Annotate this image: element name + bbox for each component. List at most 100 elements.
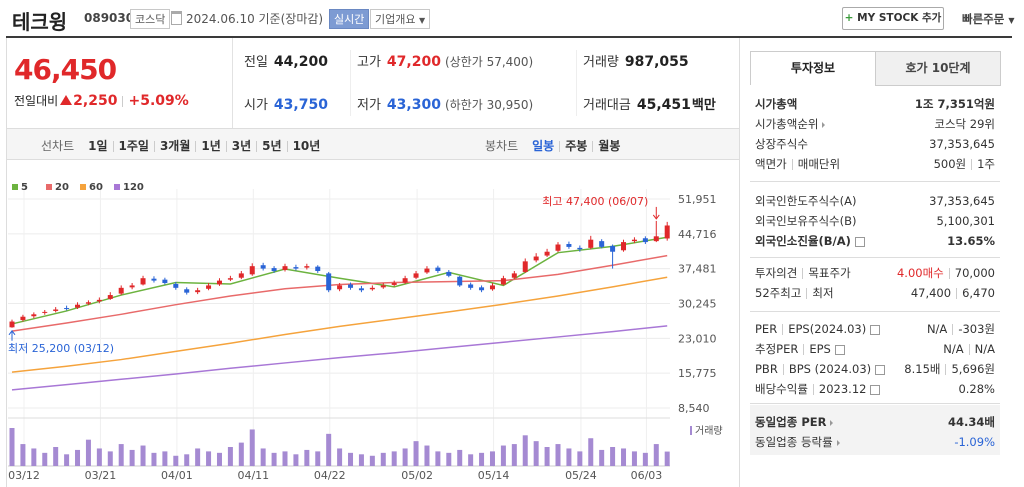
- mystock-button[interactable]: + MY STOCK 추가: [842, 7, 944, 30]
- period-tab[interactable]: 3년: [231, 139, 252, 153]
- info-row: 상장주식수 37,353,645: [755, 134, 995, 154]
- row-value: 5,100,301: [936, 214, 995, 228]
- base-date: 2024.06.10 기준(장마감): [186, 12, 324, 26]
- period-tab[interactable]: 3개월: [159, 139, 191, 153]
- separator: [952, 324, 954, 335]
- candle-body: [184, 289, 190, 293]
- volume-bar: [631, 451, 637, 466]
- stat: 거래대금 45,451백만: [583, 94, 716, 113]
- group-rule: [750, 403, 1000, 404]
- volume-bar: [468, 454, 474, 466]
- row-label: 외국인한도주식수(A): [755, 194, 857, 208]
- volume-bar: [599, 449, 605, 466]
- volume-bar: [64, 454, 70, 466]
- info-row: 외국인한도주식수(A) 37,353,645: [755, 191, 995, 211]
- period-tab[interactable]: 1주일: [118, 139, 149, 153]
- x-tick-label: 06/03: [631, 469, 663, 482]
- stat-value: 45,451: [636, 97, 691, 113]
- volume-bar: [489, 451, 495, 466]
- stock-chart: 8,540 15,775 23,010 30,245 37,481 44,716 51,95…: [8, 182, 723, 482]
- candle-body: [413, 273, 419, 278]
- row-label: PER: [755, 322, 778, 336]
- period-tab[interactable]: 10년: [292, 139, 321, 153]
- separator: [782, 324, 784, 335]
- row-label: 외국인소진율(B/A): [755, 234, 851, 248]
- volume-bar: [511, 444, 517, 466]
- help-icon: [875, 364, 886, 375]
- candle-body: [599, 241, 605, 247]
- stat-value: 43,300: [386, 97, 441, 113]
- volume-bar: [227, 447, 233, 466]
- row-value: 6,470: [962, 286, 995, 300]
- candle-body: [555, 244, 561, 251]
- row-value-group: 500원 1주: [934, 154, 995, 174]
- candle-body: [42, 311, 48, 313]
- tab-orderbook[interactable]: 호가 10단계: [875, 51, 1001, 86]
- candle-body: [391, 283, 397, 285]
- candle-body: [642, 238, 648, 243]
- info-row: PER EPS(2024.03) N/A -303원: [755, 319, 995, 339]
- candle-body: [610, 245, 616, 252]
- candle-body: [457, 276, 463, 286]
- overview-button[interactable]: 기업개요 ▼: [370, 9, 431, 29]
- row-label: 최저: [812, 286, 834, 300]
- row-label: 투자의견: [755, 266, 798, 280]
- legend-label: 120: [123, 182, 144, 193]
- period-tab[interactable]: 주봉: [565, 139, 588, 153]
- stat-value: 987,055: [624, 54, 689, 70]
- period-tab[interactable]: 일봉: [532, 139, 555, 153]
- separator: [225, 141, 227, 152]
- stat-label: 거래량: [583, 55, 619, 70]
- candle-body: [20, 316, 26, 321]
- realtime-button[interactable]: 실시간: [329, 9, 370, 29]
- arrow-icon: [836, 439, 840, 446]
- volume-bar: [348, 452, 354, 466]
- row-label: EPS: [809, 342, 831, 356]
- stat: 전일 44,200: [244, 51, 328, 70]
- y-tick-label: 37,481: [678, 263, 717, 276]
- candle-body: [304, 266, 310, 268]
- volume-bar: [642, 452, 648, 466]
- period-tab[interactable]: 1일: [88, 139, 108, 153]
- candle-body: [468, 284, 474, 288]
- row-label: EPS(2024.03): [788, 322, 867, 336]
- row-label: 추정PER: [755, 342, 799, 356]
- tab-invest[interactable]: 투자정보: [750, 51, 876, 85]
- volume-bar: [577, 451, 583, 466]
- row-label: 시가총액: [755, 97, 798, 111]
- volume-bar: [588, 438, 594, 466]
- period-tab[interactable]: 월봉: [598, 139, 621, 153]
- stat-label: 저가: [357, 98, 381, 113]
- volume-bar: [391, 451, 397, 466]
- separator: [956, 288, 958, 299]
- row-value: 8.15배: [904, 362, 941, 376]
- row-value: 37,353,645: [929, 194, 995, 208]
- candle-body: [479, 287, 485, 291]
- period-tab[interactable]: 5년: [262, 139, 282, 153]
- ma-line: [11, 236, 668, 325]
- row-value-group: 13.65%: [947, 231, 995, 251]
- volume-bar: [195, 448, 201, 466]
- volume-bar: [75, 449, 81, 466]
- stat-value: 44,200: [273, 54, 328, 70]
- row-value-group: 8.15배 5,696원: [904, 359, 995, 379]
- row-value: 0.28%: [958, 382, 995, 396]
- separator: [153, 141, 155, 152]
- row-value: 500원: [933, 157, 967, 171]
- candle-body: [216, 280, 222, 285]
- info-row: 액면가 매매단위 500원 1주: [755, 154, 995, 174]
- volume-bar: [162, 451, 168, 466]
- row-value-group: 1조 7,351억원: [915, 94, 995, 114]
- volume-bar: [20, 444, 26, 466]
- info-row: 투자의견 목표주가 4.00매수 70,000: [755, 263, 995, 283]
- period-tab[interactable]: 1년: [201, 139, 221, 153]
- divider: [350, 50, 351, 116]
- candle-body: [173, 283, 179, 288]
- stat-label: 전일: [244, 55, 268, 70]
- info-row: 동일업종 PER 44.34배: [755, 412, 995, 432]
- row-value-group: 37,353,645: [929, 134, 995, 154]
- row-value: 5,696원: [951, 362, 995, 376]
- quick-order[interactable]: 빠른주문 ▼: [962, 11, 1015, 27]
- info-row: 시가총액순위 코스닥 29위: [755, 114, 995, 134]
- ma-line: [11, 276, 668, 373]
